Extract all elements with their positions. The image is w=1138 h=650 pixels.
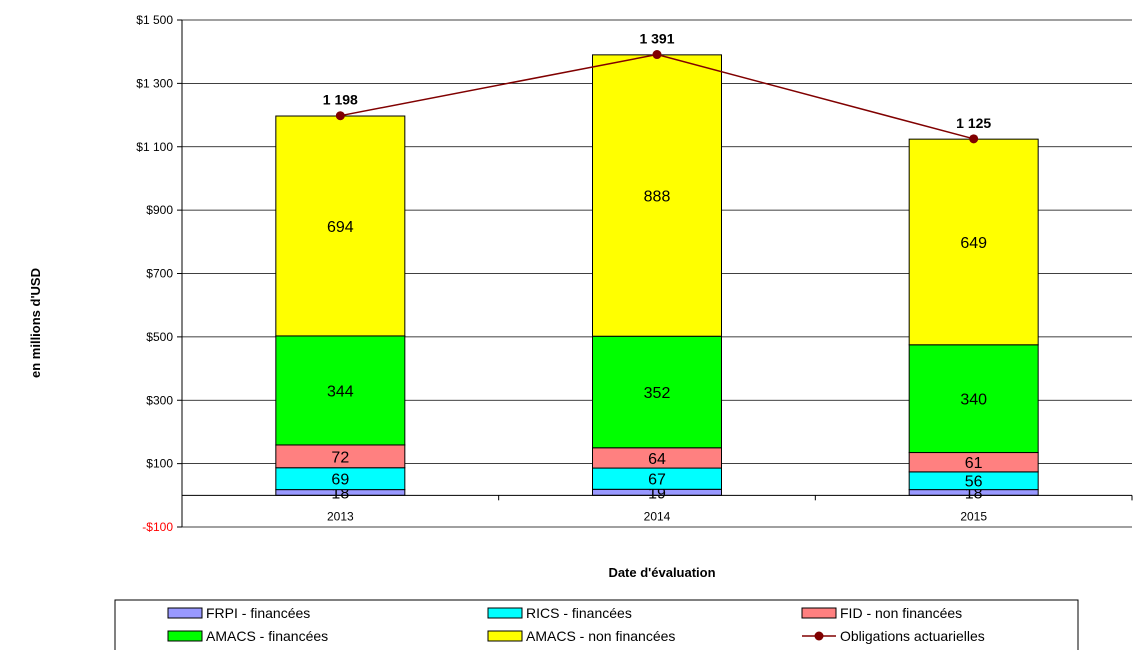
line-point bbox=[652, 50, 662, 60]
data-label: 64 bbox=[648, 451, 666, 468]
legend-swatch bbox=[167, 630, 203, 642]
x-tick-label: 2015 bbox=[960, 509, 987, 523]
y-tick-label: $500 bbox=[146, 330, 173, 344]
legend-swatch bbox=[167, 607, 203, 619]
data-label: 694 bbox=[327, 219, 354, 236]
legend-label: FRPI - financées bbox=[206, 605, 310, 621]
bar-segment bbox=[275, 335, 406, 446]
line-data-label: 1 391 bbox=[639, 31, 674, 47]
legend-swatch bbox=[801, 607, 837, 619]
legend-swatch bbox=[487, 630, 523, 642]
line-data-label: 1 198 bbox=[323, 92, 358, 108]
data-label: 352 bbox=[644, 385, 671, 402]
legend-label: AMACS - financées bbox=[206, 628, 328, 644]
bar-segment bbox=[275, 115, 406, 337]
y-tick-label: $900 bbox=[146, 203, 173, 217]
line-data-label: 1 125 bbox=[956, 115, 991, 131]
line-point bbox=[335, 111, 345, 121]
legend-marker bbox=[814, 631, 824, 641]
data-label: 340 bbox=[960, 392, 987, 409]
y-axis-label: en millions d'USD bbox=[28, 268, 43, 378]
data-label: 56 bbox=[965, 474, 983, 491]
y-tick-label: $1 500 bbox=[136, 13, 173, 27]
legend: FRPI - financées RICS - financées FID - no… bbox=[114, 599, 1079, 650]
actuarial-line: 1 198 1 391 1 125 bbox=[323, 31, 991, 144]
data-label: 67 bbox=[648, 472, 666, 489]
x-axis-label: Date d'évaluation bbox=[608, 565, 715, 580]
data-label: 888 bbox=[644, 189, 671, 206]
x-tick-label: 2013 bbox=[327, 509, 354, 523]
legend-label: AMACS - non financées bbox=[526, 628, 675, 644]
legend-swatch bbox=[487, 607, 523, 619]
x-axis: 2013 2014 2015 bbox=[181, 494, 1133, 523]
y-tick-label: -$100 bbox=[142, 520, 173, 534]
line-point bbox=[969, 134, 979, 144]
y-tick-label: $300 bbox=[146, 393, 173, 407]
legend-label: RICS - financées bbox=[526, 605, 632, 621]
bar-segment bbox=[908, 138, 1039, 346]
legend-label: FID - non financées bbox=[840, 605, 962, 621]
y-tick-label: $100 bbox=[146, 457, 173, 471]
y-axis: -$100 $100 $300 $500 $700 $900 $1 100 $1 300 $1 … bbox=[136, 13, 183, 534]
y-tick-label: $1 100 bbox=[136, 140, 173, 154]
x-tick-label: 2014 bbox=[644, 509, 671, 523]
legend-box bbox=[114, 599, 1079, 650]
data-label: 72 bbox=[331, 449, 349, 466]
data-label: 649 bbox=[960, 235, 987, 252]
y-tick-label: $700 bbox=[146, 267, 173, 281]
bar-segment bbox=[592, 54, 722, 337]
data-label: 344 bbox=[327, 383, 354, 400]
y-tick-label: $1 300 bbox=[136, 76, 173, 90]
data-label: 69 bbox=[331, 472, 349, 489]
bar-segment bbox=[592, 335, 722, 449]
data-label: 61 bbox=[965, 455, 983, 472]
legend-label: Obligations actuarielles bbox=[840, 628, 985, 644]
